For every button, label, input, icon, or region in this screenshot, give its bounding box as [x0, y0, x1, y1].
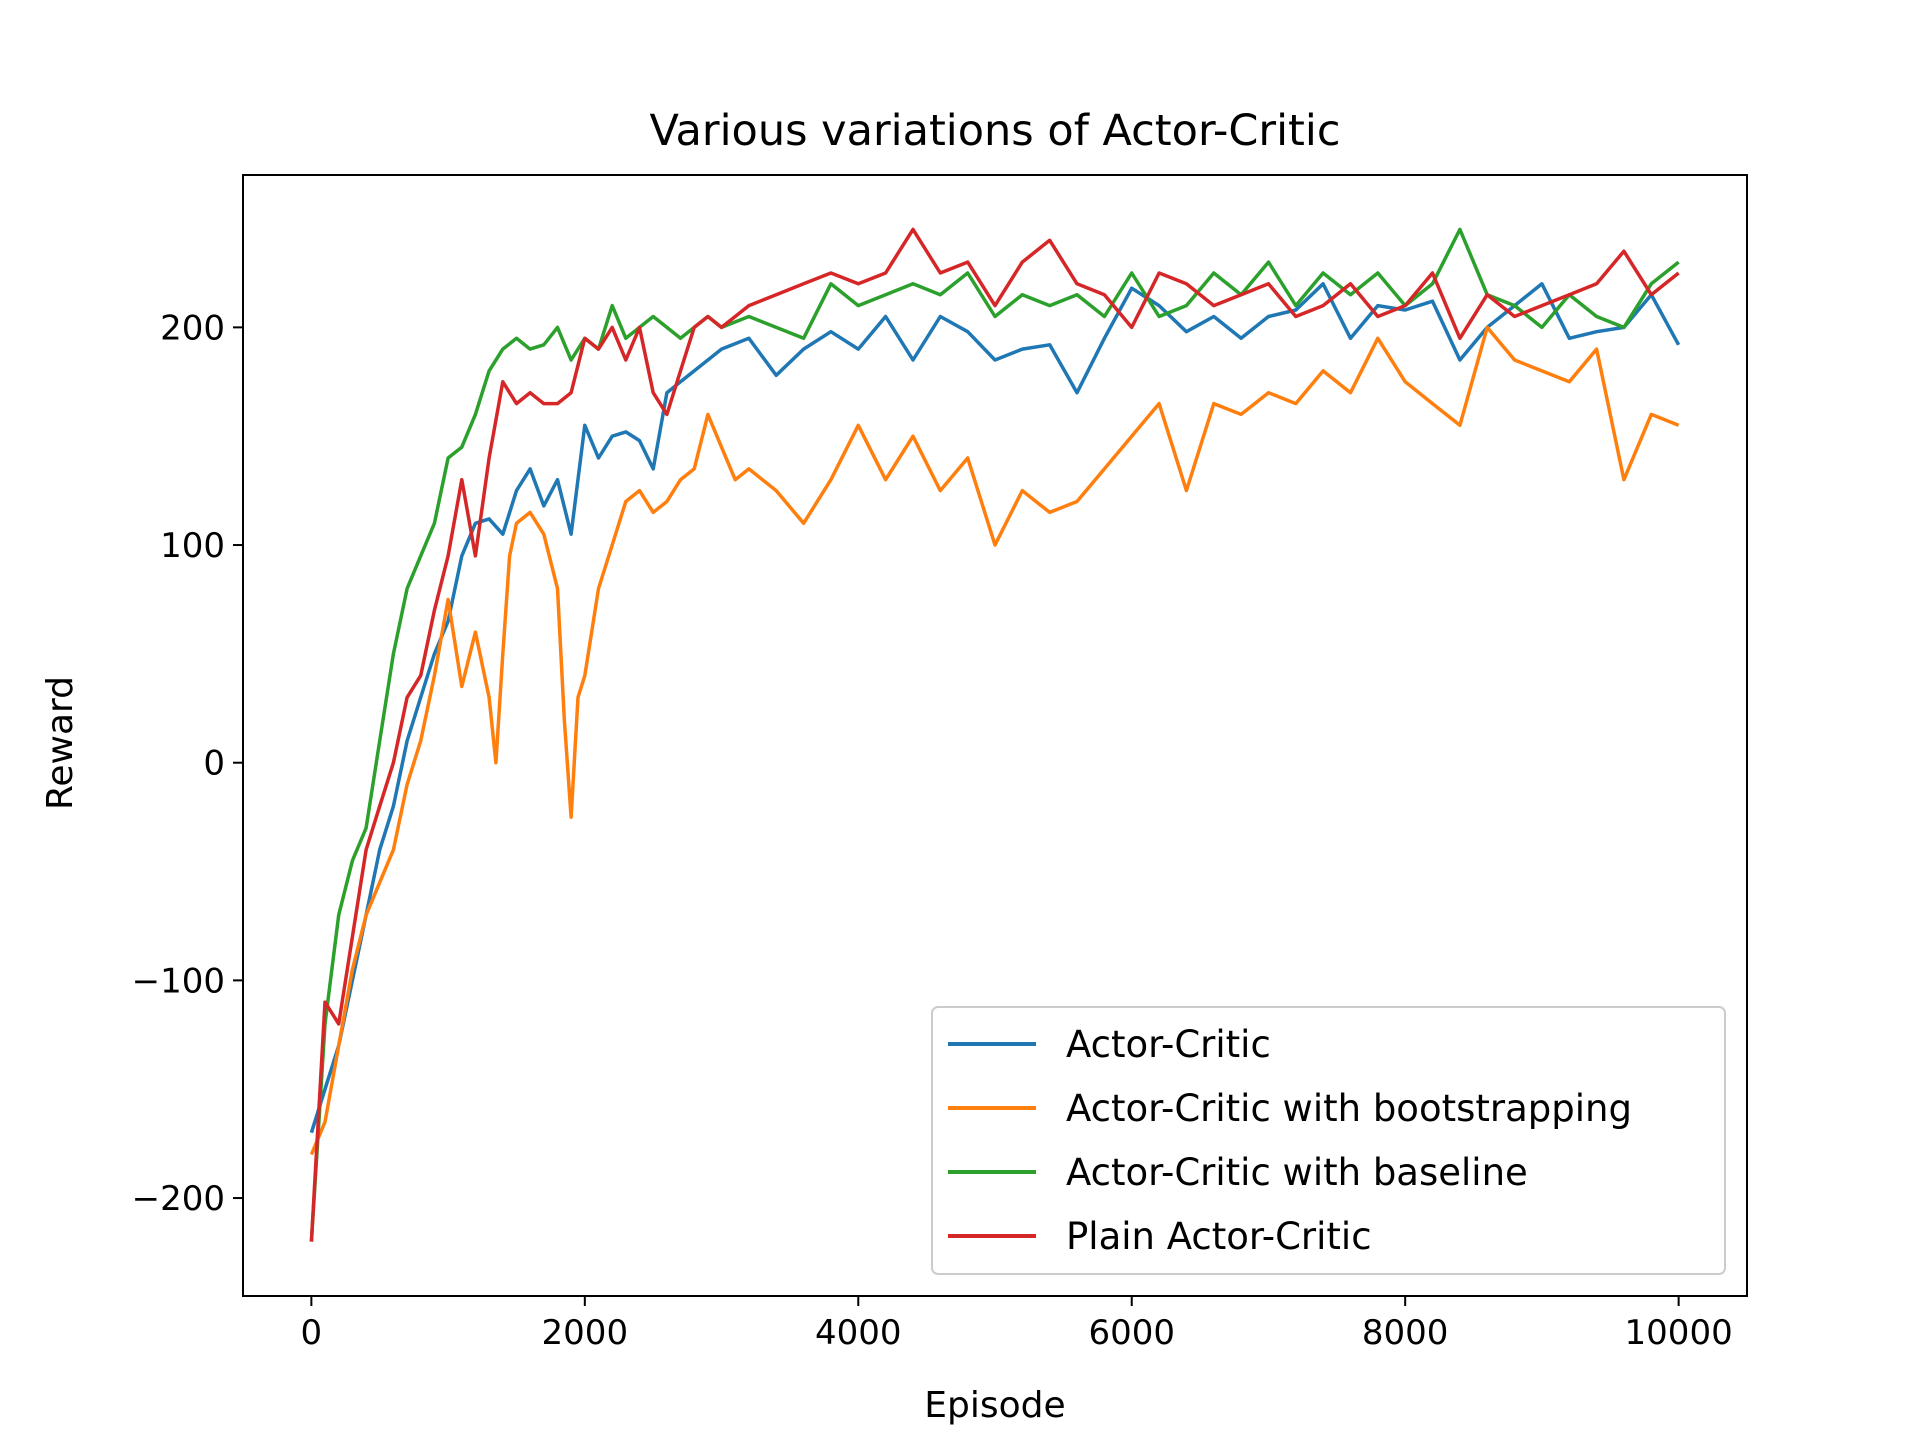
x-tick-label: 0	[301, 1313, 323, 1353]
legend-entry: Actor-Critic with baseline	[1066, 1151, 1528, 1194]
legend-entry: Actor-Critic with bootstrapping	[1066, 1087, 1632, 1130]
x-tick-label: 8000	[1362, 1313, 1449, 1353]
x-tick-label: 6000	[1088, 1313, 1175, 1353]
legend-entry: Plain Actor-Critic	[1066, 1215, 1372, 1258]
y-tick-label: 200	[160, 308, 225, 348]
series-line-3	[309, 227, 1680, 1242]
x-axis-label: Episode	[924, 1385, 1065, 1426]
x-axis: 0 2000 4000 6000 8000 10000	[301, 1296, 1733, 1353]
y-tick-label: −200	[132, 1179, 225, 1219]
y-tick-label: 100	[160, 526, 225, 566]
x-tick-label: 2000	[542, 1313, 629, 1353]
y-tick-label: −100	[132, 961, 225, 1001]
plot-frame	[242, 174, 1748, 1297]
y-axis: −200 −100 0 100 200	[132, 308, 243, 1219]
series-line-2	[309, 227, 1680, 1242]
x-tick-label: 10000	[1625, 1313, 1733, 1353]
series-line-1	[309, 325, 1680, 1156]
series-line-0	[309, 282, 1681, 1134]
plot-lines	[309, 227, 1681, 1242]
legend-box	[931, 1006, 1726, 1275]
x-tick-label: 4000	[815, 1313, 902, 1353]
legend-entry: Actor-Critic	[1066, 1023, 1271, 1066]
y-axis-label: Reward	[40, 676, 81, 810]
legend: Actor-Critic Actor-Critic with bootstrapp…	[931, 1006, 1726, 1275]
chart-title: Various variations of Actor-Critic	[649, 106, 1340, 156]
y-tick-label: 0	[203, 744, 225, 784]
